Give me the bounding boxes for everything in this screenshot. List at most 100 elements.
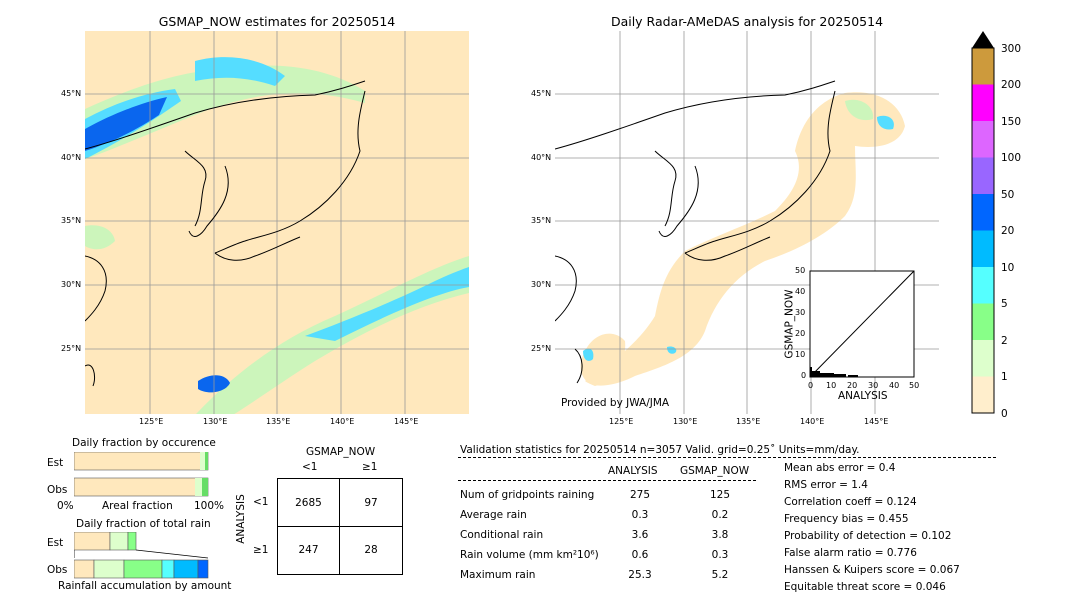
colorbar-segment-2 (972, 121, 994, 158)
colorbar-segment-6 (972, 267, 994, 304)
inset-x-20: 20 (847, 381, 858, 390)
cbar-tick-5: 5 (1001, 298, 1008, 310)
stat-analysis-0: 275 (629, 489, 651, 501)
cbar-tick-100: 100 (1001, 152, 1022, 164)
occurrence-est-bar (74, 452, 209, 471)
rain-analysis-north (845, 99, 874, 121)
contingency-cell-tp: 28 (364, 544, 378, 556)
total-obs-seg2 (93, 559, 125, 579)
stat-label-0: Num of gridpoints raining (460, 489, 595, 501)
cbar-tick-20: 20 (1001, 225, 1015, 237)
right-lon-140: 140°E (800, 417, 825, 426)
score-1: RMS error = 1.4 (784, 479, 868, 491)
colorbar-over-arrow (972, 31, 994, 48)
right-map-title: Daily Radar-AMeDAS analysis for 20250514 (610, 14, 884, 29)
contingency-title: GSMAP_NOW (306, 446, 376, 458)
total-obs-seg3 (123, 559, 163, 579)
right-lat-45: 45°N (531, 89, 552, 98)
rain-analysis-south (583, 348, 594, 361)
left-map-coastline (85, 80, 366, 387)
fraction-total-title: Daily fraction of total rain (76, 518, 211, 530)
contingency-row-lt1: <1 (253, 496, 269, 508)
validation-col-gsmap: GSMAP_NOW (680, 465, 750, 477)
occurrence-est-green (205, 452, 208, 470)
left-lat-25: 25°N (61, 344, 82, 353)
occurrence-bars (74, 452, 209, 497)
right-lat-25: 25°N (531, 344, 552, 353)
inset-x-10: 10 (826, 381, 837, 390)
right-lat-35: 35°N (531, 216, 552, 225)
left-lon-130: 130°E (203, 417, 228, 426)
total-bars (74, 532, 209, 579)
left-lat-35: 35°N (61, 216, 82, 225)
rain-band-north (85, 65, 365, 159)
scatter-inset (809, 270, 915, 378)
cbar-tick-200: 200 (1001, 79, 1022, 91)
occurrence-axis-right: 100% (194, 500, 225, 512)
cbar-tick-10: 10 (1001, 262, 1015, 274)
analysis-coverage-south (580, 333, 626, 386)
cbar-tick-50: 50 (1001, 189, 1015, 201)
rain-west (85, 225, 115, 250)
stat-label-2: Conditional rain (460, 529, 544, 541)
validation-subdivider (458, 480, 756, 481)
cbar-tick-2: 2 (1001, 335, 1008, 347)
contingency-cell-tn: 2685 (295, 497, 322, 509)
score-7: Equitable threat score = 0.046 (784, 581, 946, 593)
colorbar-segment-8 (972, 340, 994, 377)
stat-analysis-4: 25.3 (628, 569, 652, 581)
inset-ylabel: GSMAP_NOW (783, 289, 796, 359)
right-lon-135: 135°E (736, 417, 761, 426)
rain-analysis-north2 (877, 115, 894, 130)
rain-core-south (305, 267, 469, 341)
right-lon-145: 145°E (864, 417, 889, 426)
cbar-tick-150: 150 (1001, 116, 1022, 128)
validation-col-analysis: ANALYSIS (608, 465, 658, 477)
stat-gsmap-4: 5.2 (711, 569, 729, 581)
right-lon-130: 130°E (673, 417, 698, 426)
score-2: Correlation coeff = 0.124 (784, 496, 917, 508)
colorbar-segment-1 (972, 84, 994, 122)
total-est-seg3 (127, 532, 137, 551)
colorbar-segment-3 (972, 157, 994, 195)
colorbar (971, 31, 995, 414)
cbar-tick-1: 1 (1001, 371, 1008, 383)
stat-analysis-2: 3.6 (631, 529, 649, 541)
score-0: Mean abs error = 0.4 (784, 462, 896, 474)
data-credit: Provided by JWA/JMA (561, 397, 670, 409)
score-5: False alarm ratio = 0.776 (784, 547, 917, 559)
left-lon-140: 140°E (330, 417, 355, 426)
total-row-obs: Obs (47, 564, 68, 576)
total-est-seg1 (74, 532, 111, 551)
stat-label-1: Average rain (460, 509, 527, 521)
stat-gsmap-0: 125 (709, 489, 731, 501)
inset-y-0: 0 (801, 371, 807, 380)
contingency-row-ge1: ≥1 (253, 544, 269, 556)
total-obs-seg5 (173, 559, 199, 579)
inset-x-30: 30 (868, 381, 879, 390)
left-map-title: GSMAP_NOW estimates for 20250514 (158, 14, 396, 29)
right-lat-30: 30°N (531, 280, 552, 289)
occurrence-axis-left: 0% (57, 500, 74, 512)
right-map-coastline (555, 80, 836, 384)
total-obs-seg6 (197, 559, 209, 579)
inset-y-50: 50 (795, 266, 806, 275)
contingency-row-title: ANALYSIS (234, 494, 247, 544)
right-lat-40: 40°N (531, 153, 552, 162)
stat-analysis-3: 0.6 (631, 549, 649, 561)
contingency-col-ge1: ≥1 (362, 461, 378, 473)
stat-gsmap-3: 0.3 (711, 549, 729, 561)
scatter-points (810, 367, 858, 377)
colorbar-segment-0 (972, 48, 994, 85)
validation-divider (458, 457, 996, 458)
left-lon-145: 145°E (394, 417, 419, 426)
analysis-coverage (585, 92, 905, 386)
score-6: Hanssen & Kuipers score = 0.067 (784, 564, 960, 576)
right-map (555, 31, 939, 414)
stat-label-4: Maximum rain (460, 569, 536, 581)
colorbar-segment-9 (972, 376, 994, 414)
occurrence-obs-bar (74, 477, 209, 497)
stat-analysis-1: 0.3 (631, 509, 649, 521)
colorbar-segment-7 (972, 303, 994, 341)
cbar-tick-300: 300 (1001, 43, 1022, 55)
